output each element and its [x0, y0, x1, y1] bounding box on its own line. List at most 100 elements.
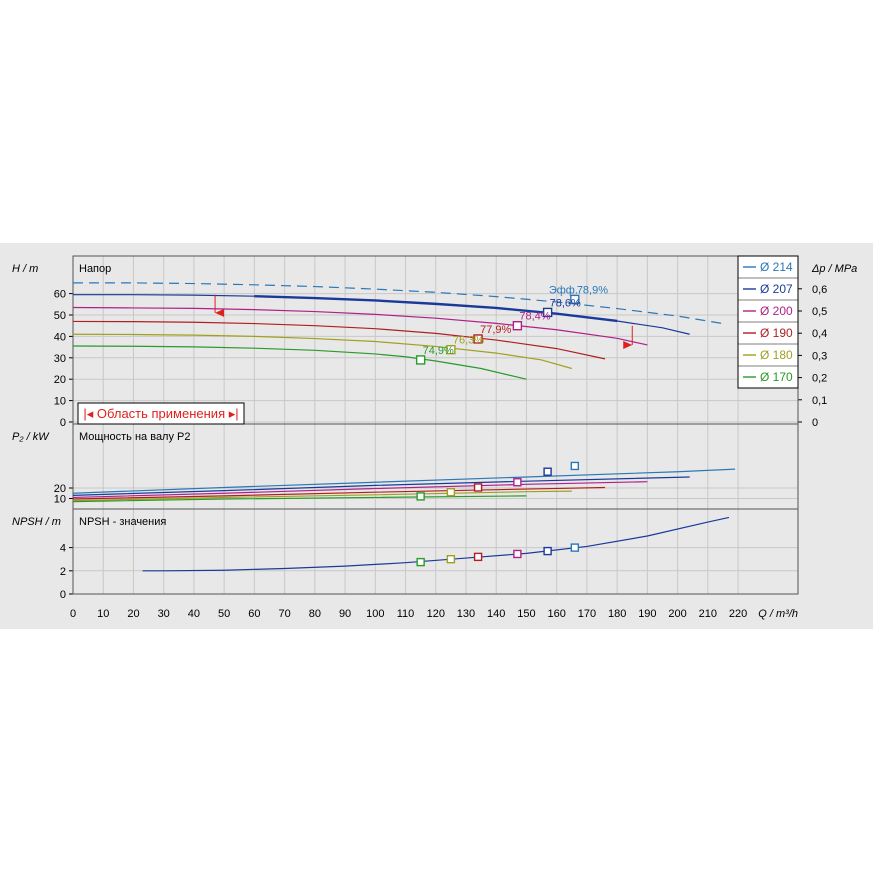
panel-title: Напор — [79, 263, 111, 275]
y-tick-label: 20 — [54, 483, 66, 495]
curve-NPSH — [142, 516, 730, 572]
y-axis-label: NPSH / m — [12, 516, 61, 528]
x-tick-label: 180 — [608, 608, 626, 620]
bep-label: 74,9% — [423, 345, 454, 357]
efficiency-label: Эфф. — [549, 284, 578, 296]
bep-label: 78,6% — [550, 297, 581, 309]
right-tick-label: 0,6 — [812, 284, 827, 296]
bep-label: 76,3% — [453, 335, 484, 347]
y-axis-label: H / m — [12, 263, 38, 275]
x-axis-label: Q / m³/h — [758, 608, 798, 620]
legend-label: Ø 180 — [760, 348, 793, 362]
x-tick-label: 100 — [366, 608, 384, 620]
curve-d180 — [72, 490, 572, 502]
y-tick-label: 40 — [54, 331, 66, 343]
curve-d200 — [72, 306, 648, 346]
x-tick-label: 160 — [548, 608, 566, 620]
bep-label: 77,9% — [480, 324, 511, 336]
operating-point-marker — [513, 478, 522, 487]
bep-marker — [415, 355, 426, 365]
x-tick-label: 10 — [97, 608, 109, 620]
y-tick-label: 0 — [60, 417, 66, 429]
panel-frame — [72, 508, 799, 595]
curve-d200 — [72, 481, 648, 499]
chart-background — [0, 243, 873, 629]
markers — [77, 294, 633, 567]
curve-d207 — [72, 476, 690, 496]
right-tick-label: 0,1 — [812, 395, 827, 407]
curve-d180 — [72, 333, 572, 370]
range-max-arrow — [623, 340, 633, 349]
operating-point-marker — [570, 543, 580, 552]
x-tick-label: 170 — [578, 608, 596, 620]
legend: Ø 214 Ø 207 Ø 200 Ø 190 Ø 180 Ø 170 — [737, 255, 799, 389]
curves — [72, 282, 736, 572]
legend-label: Ø 200 — [760, 304, 793, 318]
bep-label: 78,4% — [519, 311, 550, 323]
operating-point-marker — [446, 555, 456, 564]
x-tick-label: 40 — [188, 608, 200, 620]
x-tick-label: 90 — [339, 608, 351, 620]
y-tick-label: 20 — [54, 374, 66, 386]
legend-label: Ø 170 — [760, 370, 793, 384]
range-min-arrow — [215, 308, 225, 317]
x-tick-label: 150 — [517, 608, 535, 620]
x-tick-label: 70 — [278, 608, 290, 620]
x-tick-label: 140 — [487, 608, 505, 620]
x-tick-label: 80 — [309, 608, 321, 620]
x-tick-label: 130 — [457, 608, 475, 620]
operating-point-marker — [473, 552, 483, 562]
curve-d170 — [72, 495, 527, 503]
operating-point-marker — [513, 549, 522, 559]
y-tick-label: 30 — [54, 353, 66, 365]
curve-d214 — [72, 468, 736, 494]
right-tick-label: 0,5 — [812, 306, 827, 318]
bep-marker — [473, 334, 483, 344]
operating-point-marker — [446, 488, 456, 497]
curve-d190 — [72, 320, 606, 360]
y-tick-label: 4 — [60, 543, 66, 555]
x-tick-label: 120 — [427, 608, 445, 620]
x-tick-label: 110 — [397, 608, 415, 620]
application-range-box — [77, 402, 245, 425]
x-tick-label: 20 — [127, 608, 139, 620]
right-tick-label: 0,3 — [812, 350, 827, 362]
bep-marker — [542, 307, 553, 318]
operating-point-marker — [416, 492, 425, 501]
x-tick-label: 210 — [699, 608, 717, 620]
y-tick-label: 0 — [60, 589, 66, 601]
y-tick-label: 50 — [54, 310, 66, 322]
bep-marker — [570, 294, 580, 305]
labels: 0 10 20 30 40 50 60 70 80 90 100 110 120 130 140 150 160… — [12, 263, 857, 620]
right-tick-label: 0 — [812, 417, 818, 429]
legend-label: Ø 207 — [760, 282, 793, 296]
y-tick-label: 2 — [60, 566, 66, 578]
operating-point-marker — [570, 461, 580, 471]
x-tick-label: 220 — [729, 608, 747, 620]
curve-d190 — [72, 486, 606, 500]
operating-point-marker — [543, 546, 552, 556]
right-tick-label: 0,4 — [812, 328, 827, 340]
operating-point-marker — [473, 483, 483, 492]
curve-d170 — [72, 345, 527, 380]
bep-marker — [446, 344, 456, 355]
grid — [69, 256, 802, 595]
bep-marker — [512, 321, 523, 331]
y-tick-label: 10 — [54, 396, 66, 408]
bep-label: 78,9% — [577, 284, 608, 296]
operating-point-marker — [543, 467, 552, 476]
y-tick-label: 10 — [54, 494, 66, 506]
right-axis-label: Δp / MPa — [811, 263, 857, 275]
legend-label: Ø 214 — [760, 260, 793, 274]
x-tick-label: 50 — [218, 608, 230, 620]
legend-label: Ø 190 — [760, 326, 793, 340]
right-tick-label: 0,2 — [812, 373, 827, 385]
application-range-label: |◂ Область применения ▸| — [83, 406, 238, 421]
operating-point-marker — [416, 557, 425, 567]
y-tick-label: 60 — [54, 289, 66, 301]
x-tick-label: 200 — [668, 608, 686, 620]
panel-title: NPSH - значения — [79, 516, 166, 528]
curve-operating-range — [254, 294, 618, 323]
panel-title: Мощность на валу P2 — [79, 431, 191, 443]
